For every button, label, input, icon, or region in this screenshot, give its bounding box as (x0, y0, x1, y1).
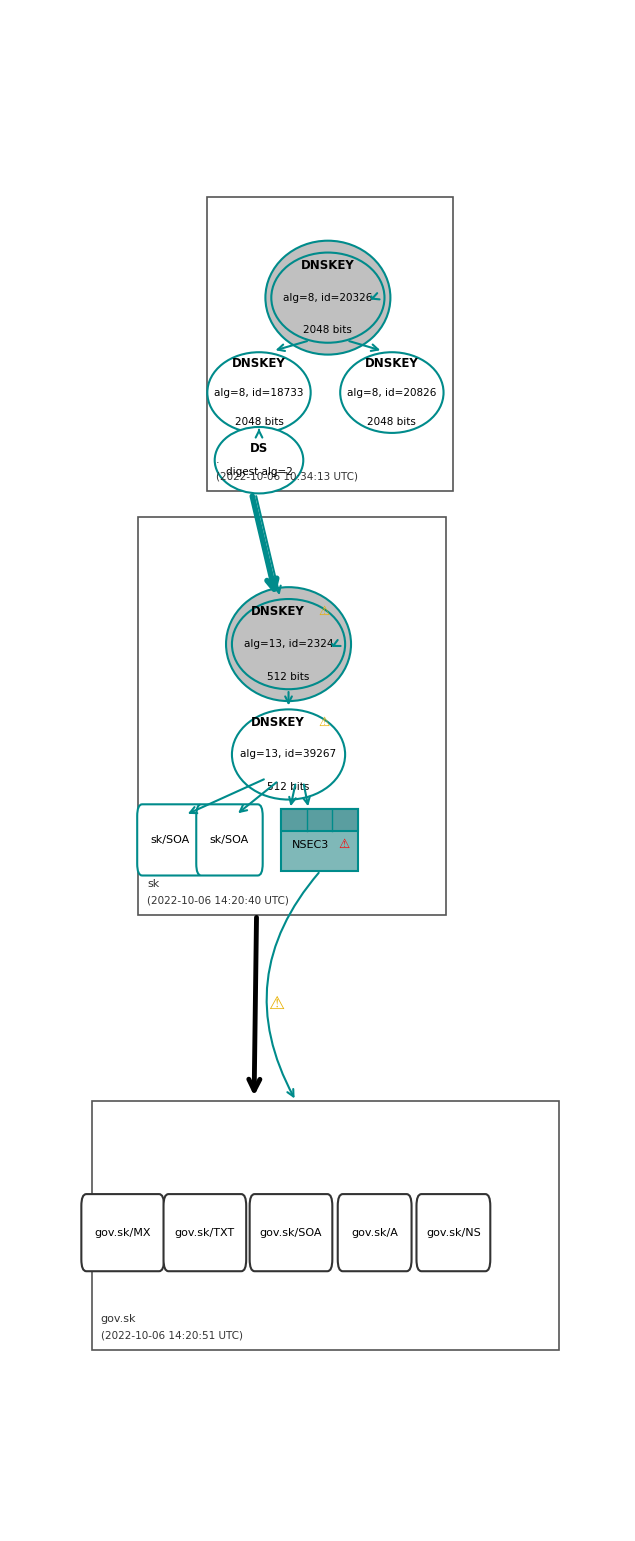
FancyBboxPatch shape (281, 809, 358, 871)
FancyBboxPatch shape (417, 1194, 490, 1271)
Text: sk/SOA: sk/SOA (150, 835, 190, 844)
Text: ⚠: ⚠ (338, 838, 349, 851)
Ellipse shape (232, 599, 345, 689)
Text: sk/SOA: sk/SOA (210, 835, 249, 844)
Text: (2022-10-06 10:34:13 UTC): (2022-10-06 10:34:13 UTC) (216, 472, 358, 481)
Text: DS: DS (250, 442, 268, 455)
Text: DNSKEY: DNSKEY (251, 606, 305, 618)
Text: 2048 bits: 2048 bits (368, 416, 417, 427)
FancyBboxPatch shape (164, 1194, 246, 1271)
Text: ⚠: ⚠ (318, 715, 329, 729)
Text: DNSKEY: DNSKEY (365, 358, 418, 370)
Text: DNSKEY: DNSKEY (251, 715, 305, 729)
Text: digest alg=2: digest alg=2 (225, 467, 293, 478)
Text: gov.sk/SOA: gov.sk/SOA (260, 1228, 322, 1237)
Ellipse shape (271, 253, 385, 342)
Ellipse shape (215, 427, 304, 493)
Text: 512 bits: 512 bits (267, 672, 310, 681)
Text: gov.sk/A: gov.sk/A (351, 1228, 398, 1237)
Ellipse shape (265, 240, 391, 354)
Ellipse shape (232, 709, 345, 800)
Text: (2022-10-06 14:20:40 UTC): (2022-10-06 14:20:40 UTC) (147, 895, 289, 905)
Text: sk: sk (147, 878, 159, 889)
Text: ⚠: ⚠ (318, 606, 329, 618)
Text: gov.sk/NS: gov.sk/NS (426, 1228, 481, 1237)
Text: gov.sk: gov.sk (100, 1314, 136, 1324)
Text: 512 bits: 512 bits (267, 781, 310, 792)
Text: alg=8, id=20826: alg=8, id=20826 (347, 388, 436, 398)
Text: NSEC3: NSEC3 (292, 840, 330, 849)
FancyBboxPatch shape (281, 809, 358, 831)
Text: DNSKEY: DNSKEY (301, 259, 355, 271)
Text: alg=8, id=18733: alg=8, id=18733 (214, 388, 304, 398)
Text: DNSKEY: DNSKEY (232, 358, 286, 370)
FancyBboxPatch shape (138, 518, 446, 915)
Text: ⚠: ⚠ (268, 994, 284, 1012)
FancyBboxPatch shape (91, 1100, 559, 1350)
Text: (2022-10-06 14:20:51 UTC): (2022-10-06 14:20:51 UTC) (100, 1330, 243, 1341)
Ellipse shape (340, 353, 443, 433)
FancyBboxPatch shape (338, 1194, 411, 1271)
Text: 2048 bits: 2048 bits (304, 325, 352, 334)
FancyBboxPatch shape (81, 1194, 164, 1271)
Text: alg=13, id=39267: alg=13, id=39267 (241, 749, 337, 760)
FancyBboxPatch shape (207, 197, 453, 492)
Ellipse shape (207, 353, 311, 433)
Text: alg=13, id=2324: alg=13, id=2324 (244, 640, 333, 649)
Text: gov.sk/TXT: gov.sk/TXT (175, 1228, 235, 1237)
Text: 2048 bits: 2048 bits (234, 416, 283, 427)
FancyBboxPatch shape (137, 804, 204, 875)
Ellipse shape (226, 587, 351, 701)
FancyBboxPatch shape (196, 804, 263, 875)
Text: alg=8, id=20326: alg=8, id=20326 (283, 293, 373, 302)
Text: gov.sk/MX: gov.sk/MX (95, 1228, 151, 1237)
Text: .: . (216, 455, 220, 465)
FancyBboxPatch shape (250, 1194, 332, 1271)
